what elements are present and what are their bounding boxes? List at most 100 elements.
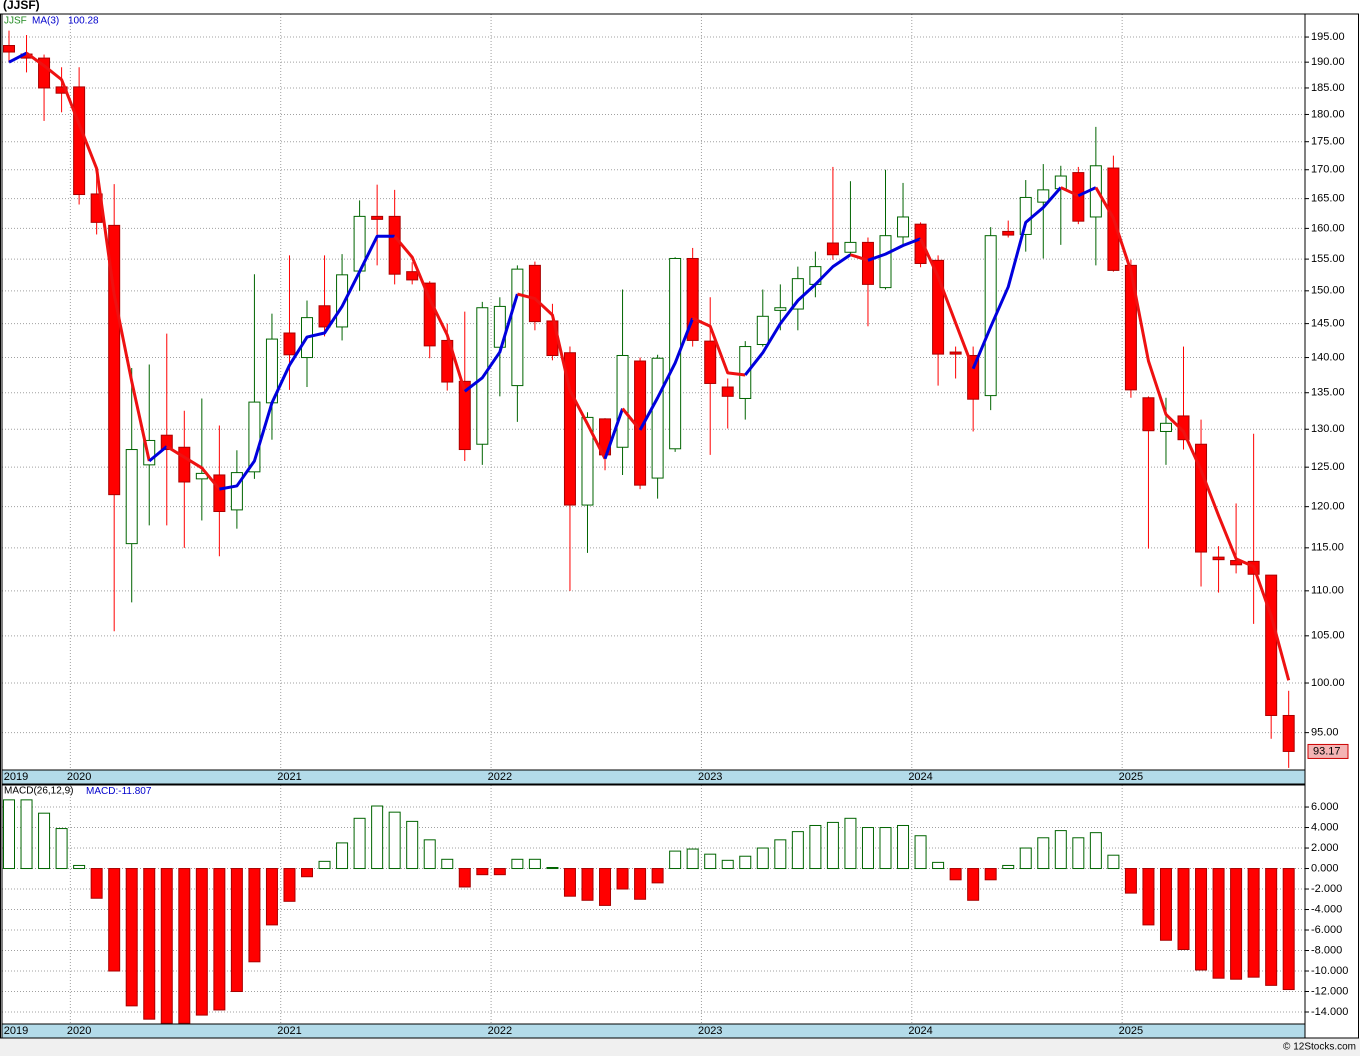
moving-average-line: [1060, 186, 1079, 198]
moving-average-line: [516, 292, 607, 460]
candle-body: [213, 474, 226, 513]
candle-body: [108, 224, 121, 496]
candle-body: [371, 215, 384, 220]
moving-average-line: [148, 445, 168, 463]
moving-average-line: [219, 234, 395, 491]
macd-bar: [160, 868, 173, 1024]
macd-bar: [967, 868, 980, 901]
macd-bar: [826, 821, 839, 870]
candle-body: [844, 241, 857, 253]
macd-bar: [125, 868, 138, 1007]
macd-bar: [1002, 864, 1015, 870]
footer-band: [0, 1038, 1360, 1056]
macd-bar: [774, 839, 787, 870]
macd-bar: [949, 868, 962, 881]
page-title: (JJSF): [3, 0, 40, 12]
candle-body: [441, 339, 454, 383]
macd-bar: [318, 860, 331, 870]
macd-bar: [441, 858, 454, 870]
footer: © 12Stocks.com: [1283, 1042, 1356, 1053]
candle-body: [1282, 714, 1295, 752]
macd-bar: [143, 868, 156, 1020]
legend-symbol: JJSF: [4, 16, 27, 27]
candle-body: [73, 86, 86, 196]
date-bar: [1, 769, 1306, 785]
y-tick-label: 140.00: [1311, 351, 1345, 363]
macd-bar: [897, 824, 910, 870]
macd-bar: [1247, 868, 1260, 978]
candle-body: [669, 257, 682, 450]
candle-body: [143, 439, 156, 466]
macd-bar: [1037, 837, 1050, 870]
macd-bar: [932, 861, 945, 870]
candle-body: [1124, 264, 1137, 391]
y-tick-label: -12.000: [1311, 985, 1348, 997]
macd-bar: [546, 867, 559, 870]
macd-bar: [861, 827, 874, 870]
candle-body: [178, 446, 191, 483]
macd-bar: [265, 868, 278, 926]
y-tick-label: 155.00: [1311, 253, 1345, 265]
macd-bar: [791, 831, 804, 870]
x-tick-label: 2020: [67, 1025, 91, 1037]
macd-bar: [563, 868, 576, 897]
macd-bar: [1054, 830, 1067, 870]
macd-bar: [371, 805, 384, 870]
candle-body: [581, 416, 594, 506]
candle-body: [511, 268, 524, 387]
x-tick-label: 2023: [698, 1025, 722, 1037]
moving-average-line: [867, 237, 922, 262]
candle-body: [1265, 574, 1278, 716]
macd-last: -11.807: [118, 786, 152, 797]
macd-bar: [248, 868, 261, 963]
y-tick-label: 2.000: [1311, 842, 1339, 854]
macd-bar: [844, 817, 857, 870]
y-tick-label: 135.00: [1311, 387, 1345, 399]
y-tick-label: 110.00: [1311, 585, 1344, 597]
macd-bar: [651, 868, 664, 884]
candle-body: [914, 223, 927, 264]
macd-bar: [1019, 847, 1032, 870]
y-tick-label: 95.00: [1311, 727, 1339, 739]
macd-bar: [1282, 868, 1295, 991]
y-tick-label: 4.000: [1311, 821, 1339, 833]
macd-bar: [704, 853, 717, 870]
macd-bar: [73, 864, 86, 870]
y-tick-label: 105.00: [1311, 630, 1345, 642]
x-tick-label: 2020: [67, 771, 91, 783]
macd-bar: [3, 799, 15, 870]
candle-body: [861, 241, 874, 285]
x-tick-label: 2023: [698, 771, 722, 783]
macd-bar: [1177, 868, 1190, 950]
macd-bar: [809, 824, 822, 870]
y-tick-label: 6.000: [1311, 801, 1339, 813]
candle-body: [651, 357, 664, 479]
candle-body: [1195, 443, 1208, 553]
y-tick-label: 115.00: [1311, 542, 1344, 554]
legend-ma-value: 100.28: [68, 16, 99, 27]
macd-bar: [388, 811, 401, 870]
candle-body: [1212, 556, 1225, 561]
candle-body: [1037, 189, 1050, 203]
macd-bar: [1159, 868, 1172, 941]
macd-bar: [336, 842, 349, 870]
x-tick-label: 2025: [1119, 771, 1143, 783]
macd-bar: [230, 868, 243, 993]
candle-body: [704, 340, 717, 384]
moving-average-line: [603, 408, 624, 460]
y-tick-label: 145.00: [1311, 318, 1345, 330]
last-price-label: 93.17: [1313, 745, 1341, 757]
y-tick-label: -10.000: [1311, 965, 1348, 977]
macd-bar: [1265, 868, 1278, 986]
macd-bar: [1230, 868, 1243, 980]
candle-body: [388, 215, 401, 275]
x-tick-label: 2021: [277, 771, 301, 783]
macd-bar: [213, 868, 226, 1011]
moving-average-line: [165, 445, 221, 491]
macd-bar: [599, 868, 612, 906]
last-price-box: [1307, 743, 1349, 759]
x-tick-label: 2019: [4, 1025, 28, 1037]
macd-bar: [55, 828, 68, 870]
moving-average-line: [638, 317, 695, 431]
macd-bar: [616, 868, 629, 890]
